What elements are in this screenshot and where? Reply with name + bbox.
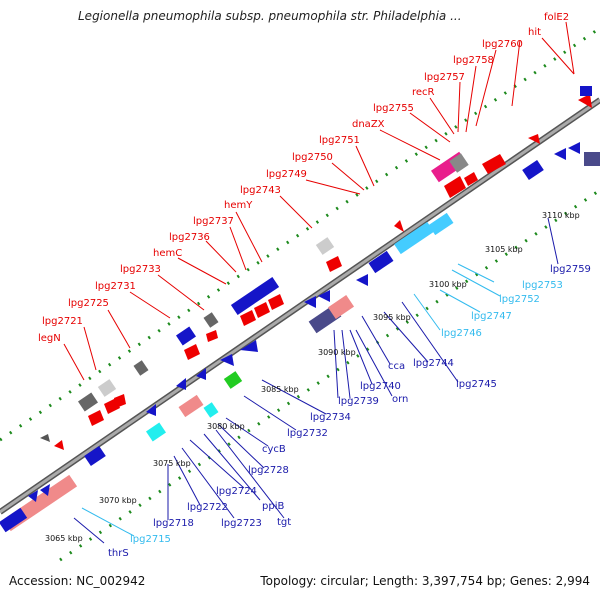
gene-feature[interactable] (268, 294, 284, 310)
gene-feature[interactable] (176, 327, 196, 346)
gene-label-lpg2750[interactable]: lpg2750 (292, 152, 333, 163)
scale-label: 3100 kbp (429, 280, 467, 289)
scale-label: 3080 kbp (207, 422, 245, 431)
gene-label-lpg2731[interactable]: lpg2731 (95, 281, 136, 292)
gene-label-hemC[interactable]: hemC (153, 248, 182, 259)
gene-feature[interactable] (146, 423, 166, 442)
gene-label-lpg2759[interactable]: lpg2759 (550, 264, 591, 275)
gene-label-lpg2753[interactable]: lpg2753 (522, 280, 563, 291)
genome-title: Legionella pneumophila subsp. pneumophil… (78, 9, 462, 23)
gene-feature[interactable] (114, 394, 126, 408)
gene-feature[interactable] (206, 330, 218, 342)
gene-label-lpg2718[interactable]: lpg2718 (153, 518, 194, 529)
gene-label-lpg2752[interactable]: lpg2752 (499, 294, 540, 305)
gene-label-lpg2743[interactable]: lpg2743 (240, 185, 281, 196)
gene-label-lpg2721[interactable]: lpg2721 (42, 316, 83, 327)
gene-label-cca[interactable]: cca (388, 361, 405, 372)
scale-label: 3105 kbp (485, 245, 523, 254)
scale-labels: 3065 kbp 3070 kbp 3075 kbp 3080 kbp 3085… (45, 211, 580, 543)
gene-feature[interactable] (184, 344, 200, 360)
gene-label-lpg2732[interactable]: lpg2732 (287, 428, 328, 439)
gene-feature[interactable] (568, 142, 580, 154)
gene-label-lpg2725[interactable]: lpg2725 (68, 298, 109, 309)
scale-label: 3110 kbp (542, 211, 580, 220)
gene-feature[interactable] (203, 312, 218, 328)
gene-label-hit[interactable]: hit (528, 27, 541, 38)
gene-feature[interactable] (254, 302, 270, 318)
gene-label-lpg2739[interactable]: lpg2739 (338, 396, 379, 407)
gene-label-lpg2760[interactable]: lpg2760 (482, 39, 523, 50)
genome-map: legN lpg2721 lpg2725 lpg2731 lpg2733 hem… (0, 0, 600, 600)
scale-label: 3070 kbp (99, 496, 137, 505)
gene-feature[interactable] (326, 256, 342, 272)
gene-label-legN[interactable]: legN (38, 333, 61, 344)
gene-label-lpg2733[interactable]: lpg2733 (120, 264, 161, 275)
gene-feature[interactable] (133, 360, 148, 376)
gene-label-lpg2734[interactable]: lpg2734 (310, 412, 351, 423)
gene-feature[interactable] (578, 94, 592, 108)
gene-label-lpg2715[interactable]: lpg2715 (130, 534, 171, 545)
gene-label-lpg2744[interactable]: lpg2744 (413, 358, 454, 369)
gene-label-dnaZX[interactable]: dnaZX (352, 119, 385, 130)
gene-label-folE2[interactable]: folE2 (544, 12, 569, 23)
gene-feature[interactable] (580, 86, 592, 96)
gene-label-lpg2740[interactable]: lpg2740 (360, 381, 401, 392)
gene-label-lpg2737[interactable]: lpg2737 (193, 216, 234, 227)
scale-label: 3090 kbp (318, 348, 356, 357)
rna-leader-lines (82, 264, 500, 536)
gene-feature[interactable] (224, 371, 242, 389)
gene-label-thrS[interactable]: thrS (108, 548, 129, 559)
gene-label-lpg2728[interactable]: lpg2728 (248, 465, 289, 476)
gene-feature[interactable] (316, 237, 334, 255)
gene-feature[interactable] (98, 379, 116, 397)
gene-label-lpg2757[interactable]: lpg2757 (424, 72, 465, 83)
gene-label-lpg2751[interactable]: lpg2751 (319, 135, 360, 146)
gene-feature[interactable] (203, 402, 218, 418)
genome-summary-text: Topology: circular; Length: 3,397,754 bp… (260, 574, 590, 588)
gene-label-lpg2755[interactable]: lpg2755 (373, 103, 414, 114)
scale-label: 3085 kbp (261, 385, 299, 394)
scale-label: 3095 kbp (373, 313, 411, 322)
gene-label-tgt[interactable]: tgt (277, 517, 291, 528)
gene-feature[interactable] (584, 152, 600, 166)
gene-feature[interactable] (78, 393, 98, 412)
scale-label: 3065 kbp (45, 534, 83, 543)
reverse-gene-features (0, 142, 600, 532)
gene-label-cycB[interactable]: cycB (262, 444, 286, 455)
gene-feature[interactable] (554, 148, 566, 160)
gene-label-lpg2747[interactable]: lpg2747 (471, 311, 512, 322)
forward-track-dotted-line (0, 28, 600, 440)
gene-label-lpg2736[interactable]: lpg2736 (169, 232, 210, 243)
gene-feature[interactable] (40, 434, 50, 442)
gene-feature[interactable] (240, 310, 256, 326)
gene-label-lpg2722[interactable]: lpg2722 (187, 502, 228, 513)
gene-label-lpg2724[interactable]: lpg2724 (216, 486, 257, 497)
gene-feature[interactable] (54, 440, 64, 450)
gene-label-orn[interactable]: orn (392, 394, 408, 405)
gene-label-recR[interactable]: recR (412, 87, 435, 98)
gene-label-lpg2723[interactable]: lpg2723 (221, 518, 262, 529)
gene-feature[interactable] (522, 160, 544, 180)
gene-label-lpg2758[interactable]: lpg2758 (453, 55, 494, 66)
accession-text: Accession: NC_002942 (9, 574, 145, 588)
gene-label-lpg2749[interactable]: lpg2749 (266, 169, 307, 180)
gene-label-lpg2745[interactable]: lpg2745 (456, 379, 497, 390)
gene-label-lpg2746[interactable]: lpg2746 (441, 328, 482, 339)
gene-label-hemY[interactable]: hemY (224, 200, 253, 211)
gene-feature[interactable] (356, 274, 368, 286)
gene-feature[interactable] (394, 220, 404, 232)
scale-label: 3075 kbp (153, 459, 191, 468)
gene-feature[interactable] (179, 395, 204, 417)
gene-feature[interactable] (88, 410, 104, 426)
gene-label-ppiB[interactable]: ppiB (262, 501, 284, 512)
